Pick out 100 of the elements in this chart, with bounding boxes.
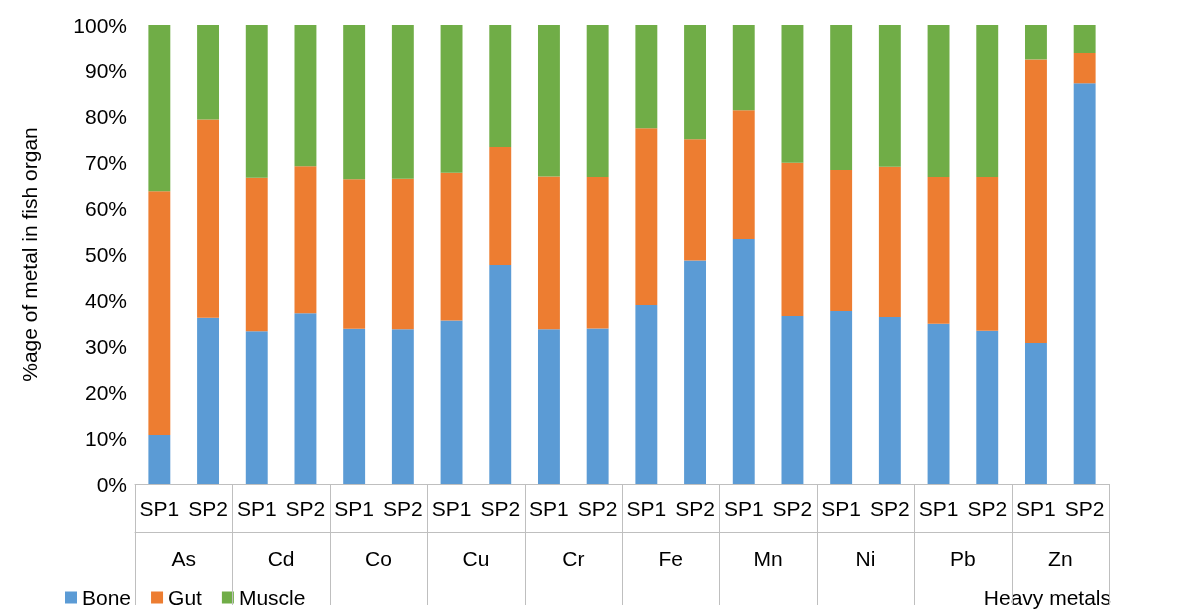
bar xyxy=(1073,83,1096,484)
bar xyxy=(781,162,804,317)
bar xyxy=(197,119,220,318)
bar xyxy=(976,330,999,484)
text: Cu xyxy=(462,547,490,570)
bar xyxy=(732,238,755,484)
bar xyxy=(148,25,171,192)
bar xyxy=(294,313,317,484)
bar xyxy=(489,147,512,266)
bar xyxy=(781,316,804,484)
bar xyxy=(586,25,609,177)
x-tick-label: SP2 xyxy=(967,497,1008,520)
bar xyxy=(586,176,609,329)
y-axis-title: %age of metal in fish organ xyxy=(18,127,41,382)
bar xyxy=(391,178,414,330)
x-axis-title: Heavy metals xyxy=(983,586,1112,609)
bar xyxy=(976,176,999,331)
y-tick-label: 30% xyxy=(84,334,127,358)
bar xyxy=(440,25,463,173)
text: Ni xyxy=(855,547,876,570)
bar xyxy=(732,110,755,239)
bar xyxy=(878,166,901,317)
bar xyxy=(489,25,512,148)
bar xyxy=(830,170,853,311)
bar xyxy=(197,317,220,484)
bar xyxy=(1024,25,1047,60)
y-tick-label: 80% xyxy=(84,105,127,129)
bar xyxy=(197,25,220,120)
bar xyxy=(830,310,853,484)
bar xyxy=(440,320,463,484)
text: Fe xyxy=(658,547,683,570)
x-tick-label: SP1 xyxy=(334,497,374,520)
bar xyxy=(245,331,268,484)
bar xyxy=(635,128,658,305)
bar xyxy=(537,329,560,484)
bar xyxy=(878,25,901,167)
bar xyxy=(927,176,950,324)
legend-label: Gut xyxy=(168,586,203,609)
y-tick-label: 40% xyxy=(84,288,127,312)
x-tick-label: SP2 xyxy=(480,497,521,520)
x-tick-label: SP1 xyxy=(626,497,667,520)
text: Mn xyxy=(753,547,783,570)
x-tick-label: SP2 xyxy=(188,497,228,520)
bar xyxy=(684,25,707,140)
y-tick-label: 100% xyxy=(73,13,127,37)
y-tick-label: 90% xyxy=(84,59,127,83)
text: Co xyxy=(365,547,392,570)
bar xyxy=(781,25,804,163)
bar xyxy=(586,328,609,484)
x-tick-label: SP1 xyxy=(139,497,180,520)
bar xyxy=(343,179,366,329)
y-tick-label: 50% xyxy=(84,243,127,266)
y-tick-label: 70% xyxy=(84,151,127,175)
bar xyxy=(1024,59,1047,344)
y-tick-label: 0% xyxy=(96,472,127,496)
bar xyxy=(635,25,658,129)
legend-label: Muscle xyxy=(238,586,306,609)
x-tick-label: SP2 xyxy=(577,497,618,520)
bar xyxy=(635,304,658,484)
bar xyxy=(343,328,366,484)
x-tick-label: SP1 xyxy=(529,497,569,520)
x-tick-label: SP1 xyxy=(821,497,861,520)
bar xyxy=(391,329,414,484)
x-tick-label: SP2 xyxy=(870,497,910,520)
bar xyxy=(1073,53,1096,84)
bar xyxy=(245,177,268,332)
text: Pb xyxy=(950,547,976,570)
legend-label: Bone xyxy=(82,586,132,609)
bar xyxy=(976,25,999,177)
x-tick-label: SP1 xyxy=(431,497,472,520)
bar xyxy=(148,191,171,435)
bar xyxy=(489,265,512,484)
bar xyxy=(148,434,171,484)
text: Zn xyxy=(1048,547,1073,570)
y-tick-label: 20% xyxy=(84,380,127,404)
bar xyxy=(684,139,707,261)
x-tick-label: SP1 xyxy=(236,497,277,520)
bar xyxy=(927,25,950,177)
bar xyxy=(537,25,560,177)
bar xyxy=(294,166,317,314)
x-tick-label: SP2 xyxy=(383,497,423,520)
bar xyxy=(830,25,853,171)
bar xyxy=(440,172,463,321)
bar xyxy=(684,260,707,484)
bar xyxy=(391,25,414,179)
y-tick-label: 10% xyxy=(84,426,127,450)
x-tick-label: SP2 xyxy=(772,497,813,520)
x-tick-label: SP1 xyxy=(1016,497,1056,520)
x-tick-label: SP1 xyxy=(723,497,764,520)
bar xyxy=(1024,343,1047,484)
bar xyxy=(1073,25,1096,53)
bar xyxy=(294,25,317,167)
x-tick-label: SP2 xyxy=(1064,497,1105,520)
x-tick-label: SP2 xyxy=(675,497,715,520)
bar xyxy=(245,25,268,178)
y-tick-label: 60% xyxy=(84,197,127,221)
text: Cd xyxy=(267,547,295,570)
bar xyxy=(878,316,901,484)
text: Cr xyxy=(562,547,585,570)
bar xyxy=(732,25,755,111)
